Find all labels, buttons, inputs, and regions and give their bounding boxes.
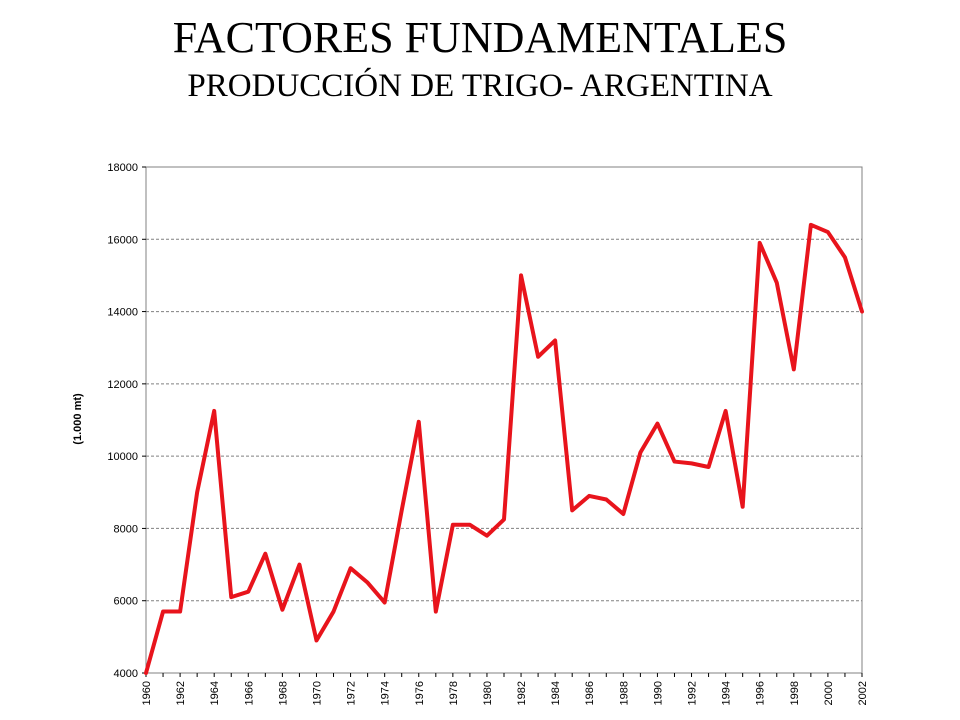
x-tick-label: 1960 bbox=[141, 681, 153, 705]
x-tick-label: 1986 bbox=[584, 681, 596, 705]
y-tick-label: 12000 bbox=[107, 379, 138, 391]
x-tick-label: 2002 bbox=[857, 681, 869, 705]
x-tick-label: 1998 bbox=[789, 681, 801, 705]
y-tick-label: 18000 bbox=[107, 162, 138, 174]
x-tick-label: 1990 bbox=[652, 681, 664, 705]
plot-area bbox=[145, 166, 863, 674]
x-tick-label: 1980 bbox=[482, 681, 494, 705]
x-tick-label: 1966 bbox=[243, 681, 255, 705]
y-axis-ticks: 4000 6000 8000 10000 12000 14000 16000 18000 bbox=[107, 162, 146, 680]
x-tick-label: 1964 bbox=[209, 681, 221, 705]
x-axis-ticks: 1960 1962 1964 1966 1968 1970 1972 1974 1976 1978… bbox=[141, 673, 869, 705]
x-tick-label: 1974 bbox=[380, 681, 392, 705]
x-tick-label: 1972 bbox=[346, 681, 358, 705]
x-tick-label: 1992 bbox=[687, 681, 699, 705]
y-tick-label: 16000 bbox=[107, 234, 138, 246]
grid-lines bbox=[146, 238, 862, 602]
y-axis-label: (1.000 mt) bbox=[72, 393, 84, 445]
x-tick-label: 1968 bbox=[277, 681, 289, 705]
x-tick-label: 1970 bbox=[311, 681, 323, 705]
y-tick-label: 6000 bbox=[114, 596, 138, 608]
y-tick-label: 4000 bbox=[114, 668, 138, 680]
page-title: FACTORES FUNDAMENTALES bbox=[172, 13, 788, 62]
x-tick-label: 1962 bbox=[175, 681, 187, 705]
x-tick-label: 1988 bbox=[618, 681, 630, 705]
x-tick-label: 1978 bbox=[448, 681, 460, 705]
y-tick-label: 14000 bbox=[107, 307, 138, 319]
x-tick-label: 1994 bbox=[721, 681, 733, 705]
series-line-wheat-production bbox=[144, 222, 864, 675]
x-tick-label: 1976 bbox=[414, 681, 426, 705]
y-tick-label: 8000 bbox=[114, 523, 138, 535]
x-tick-label: 1984 bbox=[550, 681, 562, 705]
x-tick-label: 1996 bbox=[755, 681, 767, 705]
x-tick-label: 1982 bbox=[516, 681, 528, 705]
page-subtitle: PRODUCCIÓN DE TRIGO- ARGENTINA bbox=[187, 68, 773, 104]
x-tick-label: 2000 bbox=[823, 681, 835, 705]
y-tick-label: 10000 bbox=[107, 451, 138, 463]
